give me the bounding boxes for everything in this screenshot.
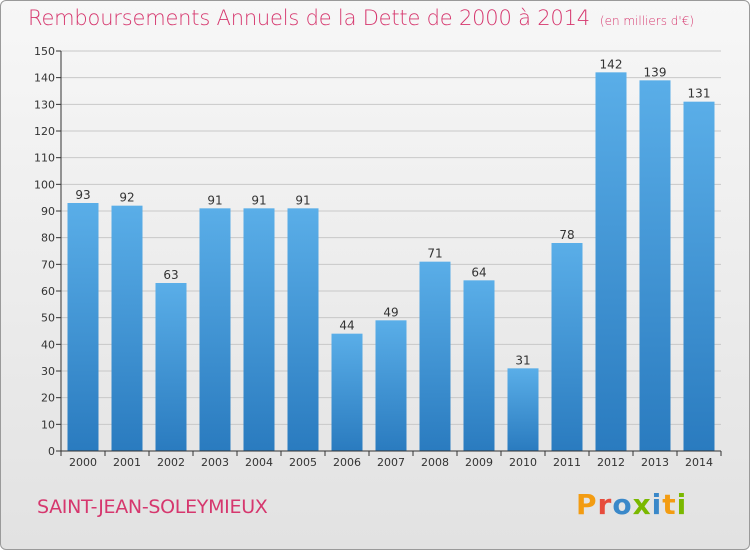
- bar: [683, 101, 715, 452]
- brand-letter: P: [576, 488, 598, 521]
- x-tick-label: 2014: [685, 456, 713, 469]
- x-tick-label: 2008: [421, 456, 449, 469]
- x-tick-label: 2009: [465, 456, 493, 469]
- data-label: 71: [427, 247, 442, 261]
- chart-subtitle: (en milliers d'€): [599, 14, 695, 28]
- brand-letter: o: [612, 488, 633, 521]
- data-label: 44: [339, 319, 354, 333]
- chart-title-text: Remboursements Annuels de la Dette de 20…: [28, 6, 590, 30]
- bar: [67, 203, 99, 451]
- bar: [551, 243, 583, 451]
- data-label: 91: [251, 193, 266, 207]
- bar: [111, 205, 143, 451]
- x-tick-label: 2011: [553, 456, 581, 469]
- brand-letter: i: [651, 488, 663, 521]
- x-tick-label: 2010: [509, 456, 537, 469]
- brand-letter: i: [676, 488, 688, 521]
- bar: [375, 320, 407, 451]
- data-label: 139: [644, 65, 667, 79]
- bar: [287, 208, 319, 451]
- y-tick-label: 110: [34, 152, 55, 165]
- bar: [199, 208, 231, 451]
- data-label: 91: [207, 193, 222, 207]
- bar: [155, 283, 187, 451]
- x-tick-label: 2012: [597, 456, 625, 469]
- brand-letter: x: [632, 488, 652, 521]
- data-label: 91: [295, 193, 310, 207]
- bar: [419, 261, 451, 451]
- bar: [507, 368, 539, 451]
- y-tick-label: 100: [34, 178, 55, 191]
- y-tick-label: 80: [41, 232, 55, 245]
- y-tick-label: 50: [41, 312, 55, 325]
- x-tick-label: 2004: [245, 456, 273, 469]
- y-tick-label: 60: [41, 285, 55, 298]
- data-label: 49: [383, 305, 398, 319]
- data-label: 31: [515, 353, 530, 367]
- x-tick-label: 2007: [377, 456, 405, 469]
- x-tick-label: 2003: [201, 456, 229, 469]
- y-tick-label: 20: [41, 392, 55, 405]
- proxiti-logo: Proxiti: [576, 488, 687, 521]
- y-tick-label: 120: [34, 125, 55, 138]
- y-tick-label: 140: [34, 72, 55, 85]
- bars: 93 92 63 91 91 91 44 49 71 64 31 78 142 139 131: [67, 57, 715, 452]
- data-label: 92: [119, 191, 134, 205]
- bar: [463, 280, 495, 451]
- data-label: 142: [600, 57, 623, 71]
- x-tick-label: 2000: [69, 456, 97, 469]
- y-tick-label: 30: [41, 365, 55, 378]
- data-label: 131: [688, 87, 711, 101]
- y-tick-label: 40: [41, 338, 55, 351]
- y-tick-label: 70: [41, 258, 55, 271]
- x-tick-label: 2002: [157, 456, 185, 469]
- y-tick-label: 0: [48, 445, 55, 458]
- data-label: 64: [471, 265, 486, 279]
- y-tick-label: 90: [41, 205, 55, 218]
- brand-letter: t: [662, 488, 677, 521]
- x-tick-label: 2005: [289, 456, 317, 469]
- bar: [639, 80, 671, 451]
- data-label: 93: [75, 188, 90, 202]
- axes: 0 10 20 30 40 50 60 70 80 90 100 110 120 130 140 150 200…: [34, 45, 722, 469]
- y-tick-label: 130: [34, 98, 55, 111]
- x-tick-label: 2001: [113, 456, 141, 469]
- y-tick-label: 10: [41, 418, 55, 431]
- chart-title: Remboursements Annuels de la Dette de 20…: [28, 6, 694, 30]
- data-label: 63: [163, 268, 178, 282]
- place-name: SAINT-JEAN-SOLEYMIEUX: [37, 496, 268, 518]
- bar: [243, 208, 275, 451]
- bar: [595, 72, 627, 451]
- x-tick-label: 2013: [641, 456, 669, 469]
- bar: [331, 333, 363, 451]
- brand-letter: r: [597, 488, 613, 521]
- data-label: 78: [559, 228, 574, 242]
- x-tick-label: 2006: [333, 456, 361, 469]
- y-tick-label: 150: [34, 45, 55, 58]
